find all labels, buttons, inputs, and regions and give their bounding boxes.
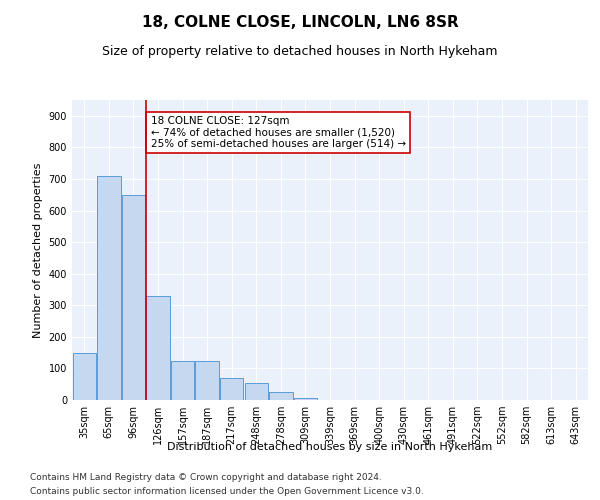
Bar: [196, 360, 219, 400]
Text: Contains public sector information licensed under the Open Government Licence v3: Contains public sector information licen…: [30, 488, 424, 496]
Text: Size of property relative to detached houses in North Hykeham: Size of property relative to detached ho…: [102, 45, 498, 58]
Bar: [73, 352, 96, 400]
Bar: [245, 382, 268, 400]
Bar: [294, 398, 317, 400]
Bar: [122, 194, 145, 400]
Bar: [220, 378, 244, 400]
Bar: [171, 360, 194, 400]
Text: Contains HM Land Registry data © Crown copyright and database right 2024.: Contains HM Land Registry data © Crown c…: [30, 472, 382, 482]
Bar: [97, 176, 121, 400]
Y-axis label: Number of detached properties: Number of detached properties: [33, 162, 43, 338]
Text: 18 COLNE CLOSE: 127sqm
← 74% of detached houses are smaller (1,520)
25% of semi-: 18 COLNE CLOSE: 127sqm ← 74% of detached…: [151, 116, 406, 149]
Bar: [269, 392, 293, 400]
Text: Distribution of detached houses by size in North Hykeham: Distribution of detached houses by size …: [167, 442, 493, 452]
Bar: [146, 296, 170, 400]
Text: 18, COLNE CLOSE, LINCOLN, LN6 8SR: 18, COLNE CLOSE, LINCOLN, LN6 8SR: [142, 15, 458, 30]
